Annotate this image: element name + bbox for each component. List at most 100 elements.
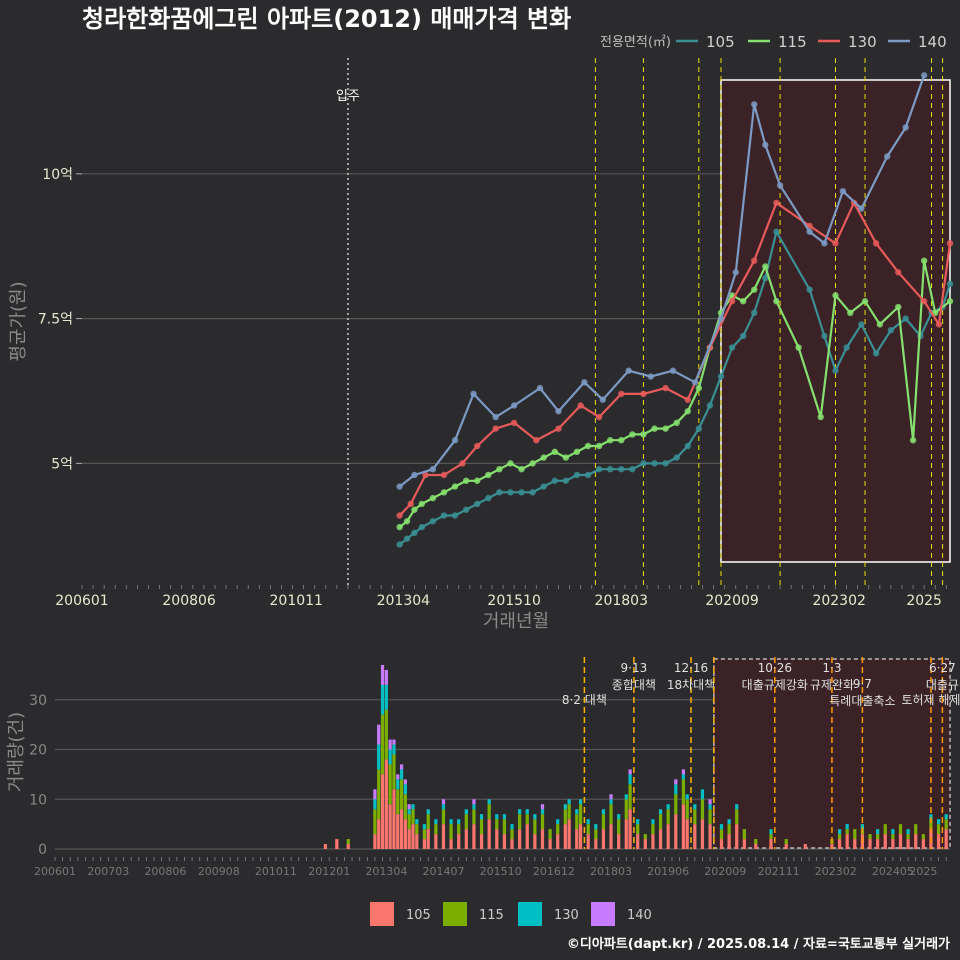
- data-point-115: [684, 408, 691, 415]
- volume-bar-115: [502, 819, 507, 835]
- data-point-115: [640, 431, 647, 438]
- volume-bar-115: [556, 824, 560, 835]
- volume-bar-105: [769, 839, 773, 849]
- data-point-115: [540, 454, 547, 461]
- x-tick-label: 200908: [198, 865, 240, 878]
- volume-bar-130: [533, 814, 537, 820]
- volume-bar-130: [944, 814, 948, 820]
- data-point-130: [595, 413, 603, 421]
- volume-bar-115: [693, 809, 697, 825]
- data-point-115: [651, 425, 658, 432]
- volume-bar-115: [727, 824, 731, 835]
- volume-bar-130: [502, 814, 507, 820]
- data-point-140: [411, 471, 418, 479]
- volume-bar-105: [586, 834, 590, 849]
- volume-bar-105: [578, 824, 583, 849]
- data-point-115: [606, 437, 614, 444]
- volume-bar-130: [666, 804, 670, 810]
- data-point-140: [581, 379, 588, 386]
- data-point-105: [902, 315, 909, 322]
- x-tick-label: 200806: [162, 593, 216, 609]
- volume-bar-130: [567, 799, 571, 805]
- data-point-105: [485, 494, 492, 502]
- volume-bar-130: [837, 829, 842, 835]
- data-point-140: [821, 240, 828, 247]
- volume-bar-130: [609, 799, 613, 805]
- volume-bar-115: [495, 819, 499, 830]
- volume-bar-130: [495, 814, 499, 820]
- volume-bar-115: [868, 834, 872, 840]
- x-tick-label: 202009: [705, 593, 758, 609]
- volume-bar-105: [487, 819, 491, 849]
- data-point-105: [403, 535, 411, 542]
- volume-bar-130: [617, 814, 621, 820]
- volume-bar-130: [384, 684, 388, 710]
- data-point-140: [396, 483, 403, 490]
- volume-bar-115: [624, 799, 628, 820]
- volume-bar-130: [860, 824, 865, 830]
- volume-bar-130: [422, 824, 427, 830]
- data-point-115: [847, 309, 854, 317]
- data-point-105: [540, 483, 547, 490]
- data-point-105: [695, 425, 703, 432]
- x-tick-label: 200703: [87, 865, 129, 878]
- data-point-115: [817, 413, 824, 421]
- volume-bar-105: [384, 759, 388, 849]
- y-axis-title: 평균가(원): [8, 281, 29, 361]
- volume-bar-105: [502, 834, 507, 849]
- volume-bar-105: [853, 839, 857, 849]
- x-tick-label: 201011: [270, 593, 323, 609]
- policy-label: 9·13: [621, 661, 648, 675]
- data-point-105: [606, 465, 614, 473]
- volume-bar-115: [735, 809, 739, 825]
- volume-bar-130: [693, 804, 697, 810]
- volume-bar-130: [426, 809, 430, 815]
- credit-text: ©디아파트(dapt.kr) / 2025.08.14 / 자료=국토교통부 실…: [567, 936, 950, 952]
- policy-label: 6·27: [929, 661, 956, 675]
- volume-bar-115: [487, 804, 491, 820]
- x-tick-label: 201906: [647, 865, 689, 878]
- volume-bar-105: [845, 834, 849, 849]
- volume-bar-105: [518, 829, 522, 849]
- data-point-105: [728, 344, 736, 351]
- data-point-105: [474, 500, 481, 508]
- policy-label: 10·26: [758, 661, 792, 675]
- volume-bar-105: [685, 819, 689, 849]
- data-point-115: [573, 448, 581, 456]
- legend-swatch-105: [370, 902, 394, 926]
- volume-bar-140: [392, 739, 396, 745]
- data-point-115: [739, 298, 747, 305]
- volume-bar-105: [883, 834, 887, 849]
- x-tick-label: 201510: [487, 593, 540, 609]
- volume-bar-115: [457, 824, 461, 835]
- policy-label: 9·7: [853, 677, 872, 691]
- data-point-105: [462, 506, 470, 513]
- x-tick-label: 200806: [144, 865, 186, 878]
- volume-bar-130: [479, 814, 484, 820]
- data-point-105: [618, 465, 625, 473]
- volume-bar-105: [346, 844, 350, 849]
- x-tick-label: 201803: [595, 593, 648, 609]
- volume-bar-115: [883, 824, 887, 835]
- x-tick-label: 202111: [758, 865, 800, 878]
- data-point-130: [946, 240, 954, 247]
- volume-bar-105: [643, 839, 647, 849]
- volume-bar-130: [594, 824, 598, 830]
- x-tick-label: 201803: [590, 865, 632, 878]
- y-axis-title: 거래량(건): [6, 712, 27, 792]
- y-tick-label: 30: [29, 693, 47, 709]
- data-point-105: [872, 350, 880, 357]
- volume-bar-140: [399, 764, 404, 770]
- data-point-105: [773, 228, 780, 235]
- volume-bar-130: [685, 794, 689, 800]
- data-point-115: [895, 303, 902, 311]
- volume-bar-105: [636, 834, 640, 849]
- volume-bar-140: [407, 804, 411, 810]
- x-tick-label: 201407: [422, 865, 464, 878]
- volume-bar-105: [708, 824, 712, 849]
- volume-bar-130: [464, 809, 468, 815]
- y-tick-label: 20: [29, 743, 47, 759]
- data-point-130: [751, 257, 758, 264]
- volume-bar-115: [411, 809, 415, 825]
